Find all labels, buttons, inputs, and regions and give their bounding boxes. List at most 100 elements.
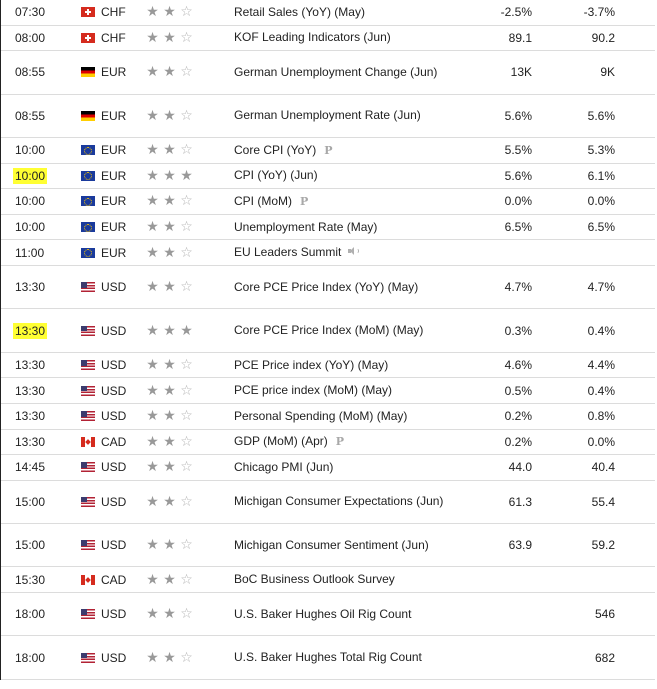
- event-actual: 6.5%: [504, 220, 532, 235]
- event-name[interactable]: Retail Sales (YoY) (May): [234, 4, 365, 19]
- event-name[interactable]: Chicago PMI (Jun): [234, 459, 334, 474]
- event-currency: EUR: [101, 245, 127, 260]
- event-row[interactable]: 15:00 USD ★ ★ ☆ Michigan Consumer Sentiment (…: [1, 524, 655, 568]
- star-outline-icon: ☆: [180, 29, 193, 46]
- event-name[interactable]: KOF Leading Indicators (Jun): [234, 30, 391, 45]
- event-time: 10:00: [13, 167, 48, 184]
- event-previous: 5.3%: [587, 143, 615, 158]
- previous-cell: 682: [532, 636, 615, 678]
- event-name[interactable]: Michigan Consumer Sentiment (Jun): [234, 537, 429, 552]
- flag-cell: [81, 95, 95, 137]
- event-name[interactable]: CPI (YoY) (Jun): [234, 168, 318, 183]
- event-currency: EUR: [101, 220, 127, 235]
- star-outline-icon: ☆: [180, 433, 193, 450]
- previous-cell: 4.4%: [532, 353, 615, 378]
- star-filled-icon: ★: [163, 193, 176, 210]
- currency-cell: EUR: [101, 95, 141, 137]
- event-name[interactable]: PCE price index (MoM) (May): [234, 383, 393, 398]
- event-name[interactable]: U.S. Baker Hughes Oil Rig Count: [234, 606, 412, 621]
- previous-cell: [532, 240, 615, 265]
- event-name[interactable]: Core PCE Price Index (MoM) (May): [234, 323, 424, 338]
- star-outline-icon: ☆: [180, 459, 193, 476]
- event-name[interactable]: Core PCE Price Index (YoY) (May): [234, 279, 419, 294]
- event-row[interactable]: 18:00 USD ★ ★ ☆ U.S. Baker Hughes Total Rig C…: [1, 636, 655, 680]
- event-name[interactable]: German Unemployment Rate (Jun): [234, 108, 421, 123]
- event-previous: 682: [594, 650, 615, 665]
- event-row[interactable]: 13:30 USD ★ ★ ☆ Personal Spending (MoM) (May)…: [1, 404, 655, 430]
- star-filled-icon: ★: [146, 649, 159, 666]
- event-name[interactable]: German Unemployment Change (Jun): [234, 64, 438, 79]
- event-name-wrap: Core PCE Price Index (YoY) (May): [234, 278, 418, 297]
- event-name[interactable]: Personal Spending (MoM) (May): [234, 408, 408, 423]
- event-row[interactable]: 08:55 EUR ★ ★ ☆ German Unemployment Change (J…: [1, 51, 655, 95]
- event-name-wrap: German Unemployment Change (Jun): [234, 63, 437, 82]
- event-currency: USD: [101, 358, 127, 373]
- event-name[interactable]: EU Leaders Summit: [234, 245, 342, 260]
- currency-cell: EUR: [101, 138, 141, 163]
- flag-cell: [81, 138, 95, 163]
- event-row[interactable]: 07:30 CHF ★ ★ ☆ Retail Sales (YoY) (May) -2.5%…: [1, 0, 655, 26]
- flag-ca-icon: [81, 436, 95, 447]
- currency-cell: EUR: [101, 51, 141, 93]
- importance-stars: ★ ★ ☆: [144, 0, 204, 25]
- event-row[interactable]: 13:30 USD ★ ★ ☆ PCE price index (MoM) (May) 0.…: [1, 378, 655, 404]
- flag-cell: [81, 567, 95, 592]
- event-row[interactable]: 13:30 CAD ★ ★ ☆ GDP (MoM) (Apr) P 0.2% 0.0%: [1, 430, 655, 456]
- event-row[interactable]: 18:00 USD ★ ★ ☆ U.S. Baker Hughes Oil Rig Cou…: [1, 593, 655, 637]
- star-filled-icon: ★: [146, 244, 159, 261]
- event-actual: 0.3%: [504, 323, 532, 338]
- event-row[interactable]: 13:30 USD ★ ★ ★ Core PCE Price Index (MoM) (M…: [1, 309, 655, 353]
- flag-de-icon: [81, 110, 95, 121]
- time-cell: 11:00: [13, 240, 73, 265]
- flag-us-icon: [81, 325, 95, 336]
- event-time: 08:55: [15, 65, 46, 80]
- star-filled-icon: ★: [163, 433, 176, 450]
- event-name[interactable]: U.S. Baker Hughes Total Rig Count: [234, 650, 422, 665]
- event-name-wrap: Personal Spending (MoM) (May): [234, 407, 407, 426]
- event-cell: EU Leaders Summit: [234, 240, 444, 265]
- event-name[interactable]: Unemployment Rate (May): [234, 219, 378, 234]
- event-row[interactable]: 08:55 EUR ★ ★ ☆ German Unemployment Rate (Jun…: [1, 95, 655, 138]
- previous-cell: 0.8%: [532, 404, 615, 429]
- event-currency: CHF: [101, 5, 126, 20]
- star-filled-icon: ★: [163, 571, 176, 588]
- event-row[interactable]: 15:30 CAD ★ ★ ☆ BoC Business Outlook Survey: [1, 567, 655, 594]
- event-actual: 4.6%: [504, 358, 532, 373]
- event-name[interactable]: PCE Price index (YoY) (May): [234, 357, 389, 372]
- star-outline-icon: ☆: [180, 408, 193, 425]
- event-row[interactable]: 08:00 CHF ★ ★ ☆ KOF Leading Indicators (Jun) 8…: [1, 26, 655, 52]
- event-name[interactable]: CPI (MoM): [234, 193, 292, 208]
- event-previous: 0.0%: [587, 434, 615, 449]
- event-name[interactable]: Michigan Consumer Expectations (Jun): [234, 494, 444, 509]
- currency-cell: EUR: [101, 240, 141, 265]
- importance-stars: ★ ★ ☆: [144, 95, 204, 137]
- event-row[interactable]: 10:00 EUR ★ ★ ☆ Core CPI (YoY) P 5.5% 5.3%: [1, 138, 655, 164]
- event-row[interactable]: 10:00 EUR ★ ★ ☆ Unemployment Rate (May) 6.5% 6.…: [1, 215, 655, 241]
- event-row[interactable]: 10:00 EUR ★ ★ ☆ CPI (MoM) P 0.0% 0.0%: [1, 189, 655, 215]
- event-row[interactable]: 13:30 USD ★ ★ ☆ PCE Price index (YoY) (May) 4.…: [1, 353, 655, 379]
- importance-stars: ★ ★ ☆: [144, 455, 204, 480]
- actual-cell: 6.5%: [444, 215, 532, 240]
- previous-cell: 5.6%: [532, 95, 615, 137]
- star-outline-icon: ☆: [180, 193, 193, 210]
- event-name[interactable]: GDP (MoM) (Apr): [234, 434, 328, 449]
- event-actual: 0.5%: [504, 383, 532, 398]
- event-name-wrap: PCE Price index (YoY) (May): [234, 356, 388, 375]
- importance-stars: ★ ★ ☆: [144, 378, 204, 403]
- event-row[interactable]: 14:45 USD ★ ★ ☆ Chicago PMI (Jun) 44.0 40.4: [1, 455, 655, 481]
- event-row[interactable]: 13:30 USD ★ ★ ☆ Core PCE Price Index (YoY) (M…: [1, 266, 655, 310]
- event-time: 13:30: [15, 280, 46, 295]
- event-actual: 5.5%: [504, 143, 532, 158]
- star-outline-icon: ☆: [180, 64, 193, 81]
- event-cell: CPI (MoM) P: [234, 189, 444, 214]
- event-name[interactable]: Core CPI (YoY): [234, 142, 317, 157]
- event-row[interactable]: 10:00 EUR ★ ★ ★ CPI (YoY) (Jun) 5.6% 6.1%: [1, 164, 655, 190]
- event-name[interactable]: BoC Business Outlook Survey: [234, 572, 395, 587]
- flag-cell: [81, 164, 95, 189]
- star-filled-icon: ★: [180, 167, 193, 184]
- event-row[interactable]: 15:00 USD ★ ★ ☆ Michigan Consumer Expectation…: [1, 481, 655, 525]
- event-actual: -2.5%: [500, 5, 532, 20]
- importance-stars: ★ ★ ☆: [144, 266, 204, 308]
- time-cell: 15:30: [13, 567, 73, 592]
- event-row[interactable]: 11:00 EUR ★ ★ ☆ EU Leaders Summit: [1, 240, 655, 266]
